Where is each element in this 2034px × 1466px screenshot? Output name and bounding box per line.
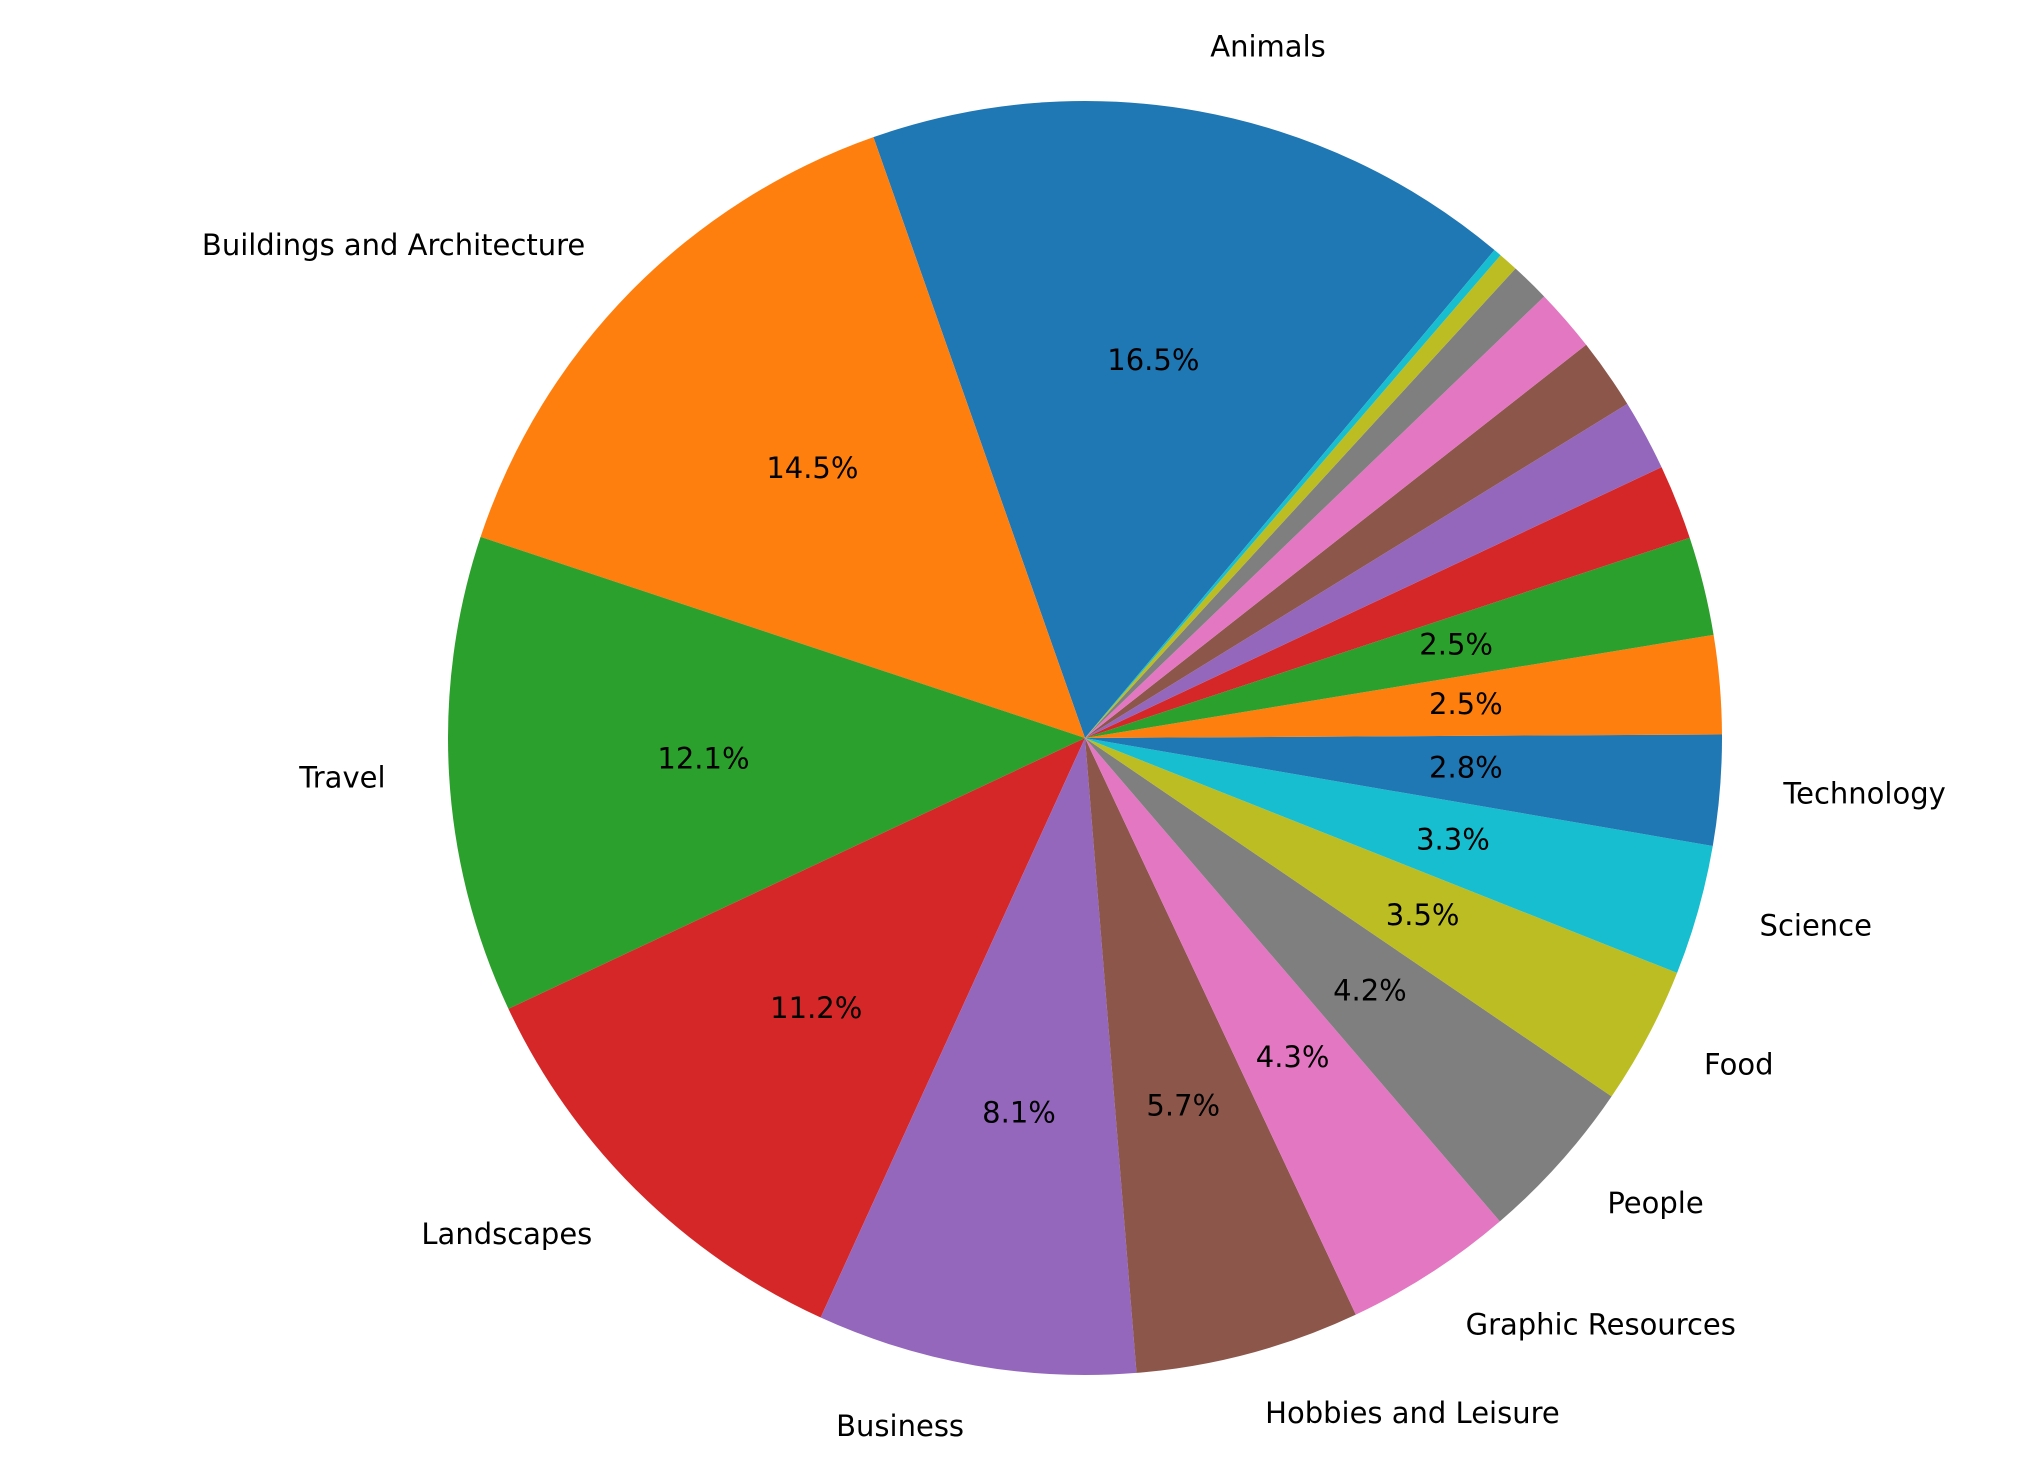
slice-label: People — [1607, 1186, 1703, 1220]
slice-label: Graphic Resources — [1466, 1307, 1736, 1341]
pie-slice — [1085, 403, 1662, 738]
pie-slice — [1085, 738, 1356, 1373]
slice-label: Science — [1760, 909, 1872, 943]
slice-label: Animals — [1210, 30, 1325, 64]
pie-slice — [508, 738, 1085, 1318]
pie-slice — [1085, 738, 1678, 1097]
slice-label: Business — [836, 1409, 964, 1443]
slice-label: Buildings and Architecture — [202, 228, 585, 262]
slice-label: Travel — [298, 760, 385, 794]
pie-slice — [1085, 634, 1722, 738]
percent-label: 2.8% — [1429, 750, 1503, 784]
pie-slice — [1085, 255, 1516, 739]
pie-slice — [1085, 344, 1628, 738]
pie-slice — [1085, 738, 1612, 1222]
slice-label: Landscapes — [421, 1217, 592, 1251]
percent-label: 2.5% — [1419, 628, 1493, 662]
pie-slice — [1085, 268, 1545, 738]
percent-label: 11.2% — [770, 991, 862, 1025]
percent-label: 3.3% — [1416, 822, 1490, 856]
pie-slice — [1085, 537, 1714, 738]
percent-label: 12.1% — [657, 742, 749, 776]
slice-label: Hobbies and Leisure — [1265, 1396, 1560, 1430]
pie-slice — [1085, 738, 1500, 1315]
pie-slice — [480, 137, 1085, 738]
pie-slice — [1085, 250, 1501, 738]
pie-slice — [447, 536, 1085, 1009]
percent-label: 14.5% — [766, 451, 858, 485]
percent-label: 4.2% — [1333, 974, 1407, 1008]
percent-label: 4.3% — [1256, 1040, 1330, 1074]
percent-label: 8.1% — [982, 1095, 1056, 1129]
slice-label: Technology — [1782, 777, 1945, 811]
pie-slice — [873, 101, 1495, 738]
percent-label: 16.5% — [1107, 343, 1199, 377]
percent-label: 5.7% — [1146, 1088, 1220, 1122]
percent-label: 2.5% — [1429, 687, 1503, 721]
pie-slice — [1085, 296, 1587, 738]
pie-slice — [820, 738, 1137, 1375]
pie-slice — [1085, 734, 1722, 846]
pie-slice — [1085, 467, 1690, 738]
pie-slice — [1085, 738, 1713, 973]
slice-label: Food — [1704, 1047, 1774, 1081]
percent-label: 3.5% — [1386, 898, 1460, 932]
